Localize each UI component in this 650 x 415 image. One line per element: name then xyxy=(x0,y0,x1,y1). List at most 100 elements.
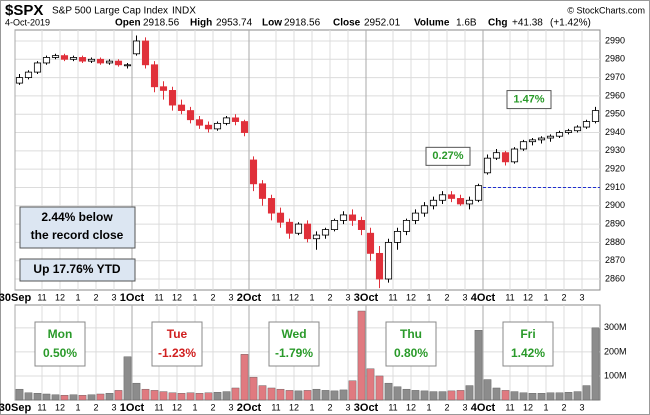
volume-bar xyxy=(519,392,528,401)
y-tick-label: 2860 xyxy=(605,273,625,283)
candle-body xyxy=(78,57,87,62)
candle-body xyxy=(213,122,222,130)
candle-body xyxy=(348,214,357,221)
volume-bar xyxy=(591,327,600,401)
x-tick-label: 1Oct xyxy=(120,292,145,304)
x-tick-label: 12 xyxy=(523,402,533,412)
volume-bar xyxy=(78,394,87,401)
x-tick-label: 3 xyxy=(111,402,116,412)
y-tick-label: 2990 xyxy=(605,35,625,45)
x-tick-label: 3 xyxy=(345,292,350,302)
x-tick-label: 12 xyxy=(406,292,416,302)
volume-bar xyxy=(96,393,105,401)
x-tick-label: 1 xyxy=(543,292,548,302)
volume-bar xyxy=(51,394,60,401)
volume-bar xyxy=(33,393,42,401)
candle-body xyxy=(240,121,249,133)
candle-body xyxy=(492,152,501,159)
volume-bar xyxy=(114,390,123,401)
callout-box xyxy=(425,146,471,166)
candle-body xyxy=(384,241,393,280)
volume-bar xyxy=(87,394,96,401)
high-label: High xyxy=(190,18,212,29)
candle-body xyxy=(312,234,321,240)
volume-bar xyxy=(231,387,240,401)
x-tick-label: 11 xyxy=(271,402,280,412)
day-change: -1.23% xyxy=(158,346,196,360)
x-tick-label: 4Oct xyxy=(471,292,496,304)
x-tick-label: 11 xyxy=(154,292,163,302)
note-text: 2.44% below xyxy=(41,210,113,224)
x-tick-label: 3 xyxy=(228,292,233,302)
volume-bar xyxy=(339,389,348,401)
candle-body xyxy=(186,110,195,121)
x-tick-label: 11 xyxy=(505,402,514,412)
x-tick-label: 3 xyxy=(462,292,467,302)
x-tick-label: 3 xyxy=(345,402,350,412)
candle-body xyxy=(276,212,285,223)
candle-body xyxy=(294,223,303,234)
credit: © StockCharts.com xyxy=(567,5,645,15)
volume-bar xyxy=(276,388,285,401)
volume-bar xyxy=(528,393,537,401)
volume-bar xyxy=(429,391,438,401)
volume-bar xyxy=(267,387,276,401)
x-tick-label: 3 xyxy=(579,402,584,412)
candle-body xyxy=(15,77,24,84)
x-tick-label: 4Oct xyxy=(471,402,496,414)
x-tick-label: 30Sep xyxy=(0,292,31,304)
candle-body xyxy=(429,199,438,207)
candle-body xyxy=(267,198,276,214)
day-box xyxy=(502,321,554,367)
volume-tick-label: 100M xyxy=(604,370,627,380)
x-tick-label: 12 xyxy=(55,292,65,302)
volume-bar xyxy=(186,392,195,401)
y-tick-label: 2940 xyxy=(605,127,625,137)
volume-bar xyxy=(141,388,150,401)
plot-layer: 2860 2870 2880 2890 2900 2910 2920 2930 2940 2950… xyxy=(0,29,627,414)
x-tick-label: 1Oct xyxy=(120,402,145,414)
x-tick-label: 1 xyxy=(309,402,314,412)
y-tick-label: 2930 xyxy=(605,145,625,155)
x-tick-label: 12 xyxy=(289,402,299,412)
x-tick-label: 2 xyxy=(444,292,449,302)
volume-bar xyxy=(132,382,141,401)
volume-bar xyxy=(168,392,177,401)
candle-body xyxy=(564,130,573,133)
volume-bar xyxy=(393,386,402,401)
y-tick-label: 2960 xyxy=(605,90,625,100)
volume-bar xyxy=(285,390,294,401)
candle-body xyxy=(60,55,69,60)
x-tick-label: 12 xyxy=(289,292,299,302)
x-tick-label: 1 xyxy=(75,292,80,302)
day-change: 0.50% xyxy=(43,346,77,360)
candle-body xyxy=(438,194,447,201)
callout-text: 1.47% xyxy=(513,93,544,105)
low-label: Low xyxy=(262,18,282,29)
candle-body xyxy=(141,40,150,66)
x-tick-label: 3Oct xyxy=(354,292,379,304)
volume-bar xyxy=(375,375,384,401)
low-value: 2918.56 xyxy=(284,18,321,29)
candle-body xyxy=(366,232,375,254)
candle-body xyxy=(33,62,42,73)
x-tick-label: 12 xyxy=(406,402,416,412)
volume-bar xyxy=(330,390,339,401)
candle-body xyxy=(546,135,555,139)
volume-bar xyxy=(213,392,222,401)
close-value: 2952.01 xyxy=(364,18,401,29)
volume-bar xyxy=(24,392,33,401)
candle-body xyxy=(582,121,591,128)
volume-bar xyxy=(456,390,465,401)
candle-body xyxy=(501,152,510,163)
volume-bar xyxy=(321,390,330,401)
volume-bar xyxy=(195,393,204,401)
volume-bar xyxy=(42,393,51,401)
volume-bar xyxy=(501,390,510,401)
candle-body xyxy=(114,60,123,66)
volume-value: 1.6B xyxy=(456,18,477,29)
volume-bar xyxy=(492,387,501,401)
candle-body xyxy=(105,60,114,64)
x-tick-label: 3 xyxy=(462,402,467,412)
